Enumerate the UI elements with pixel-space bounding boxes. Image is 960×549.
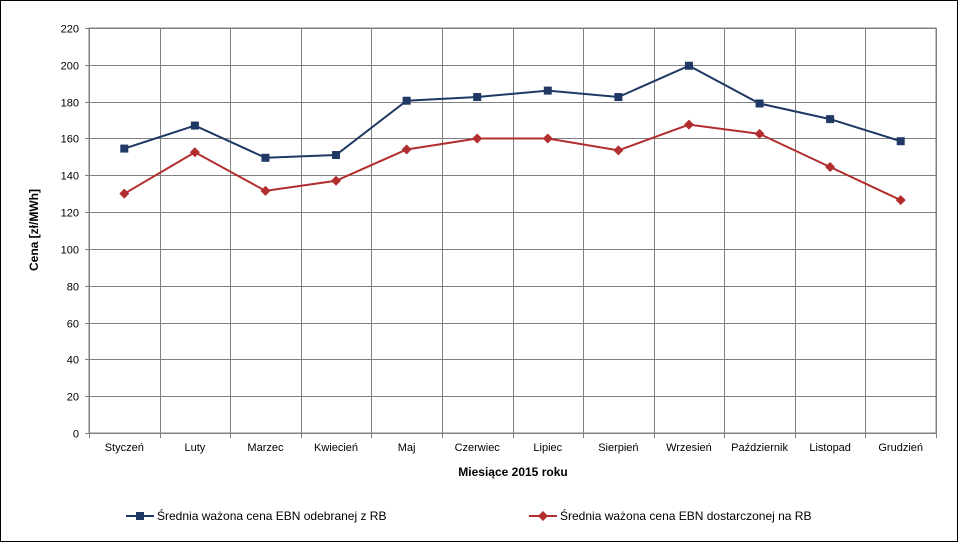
x-tick-label: Lipiec	[533, 442, 562, 454]
data-point-diamond	[401, 144, 412, 155]
data-point-diamond	[895, 195, 906, 206]
data-point-diamond	[542, 133, 553, 144]
legend: Średnia ważona cena EBN odebranej z RB Śr…	[126, 508, 811, 523]
series-2	[119, 119, 906, 206]
x-tick-label: Grudzień	[878, 442, 923, 454]
y-tick-label: 180	[61, 98, 79, 110]
y-tick-label: 0	[73, 429, 79, 441]
data-point-diamond	[683, 119, 694, 130]
x-tick-label: Maj	[398, 442, 416, 454]
legend-item-2: Średnia ważona cena EBN dostarczonej na …	[529, 508, 811, 523]
y-tick-label: 20	[67, 392, 79, 404]
data-point-diamond	[754, 128, 765, 139]
plot-area	[88, 27, 937, 434]
x-axis-ticks: Styczeń Luty Marzec Kwiecień Maj Czerwiec Lipi…	[105, 442, 923, 454]
y-axis-title: Cena [zł/MWh]	[27, 189, 41, 271]
x-tick-label: Marzec	[247, 442, 284, 454]
x-axis-title: Miesiące 2015 roku	[458, 465, 567, 479]
x-tick-label: Kwiecień	[314, 442, 358, 454]
y-tick-label: 80	[67, 282, 79, 294]
y-tick-label: 40	[67, 355, 79, 367]
data-point-square	[614, 93, 623, 102]
data-point-square	[896, 137, 905, 146]
y-tick-label: 140	[61, 171, 79, 183]
data-point-square	[332, 151, 341, 160]
data-point-diamond	[189, 147, 200, 158]
y-tick-label: 220	[61, 24, 79, 36]
y-tick-label: 120	[61, 208, 79, 220]
data-point-square	[402, 96, 411, 105]
x-tick-label: Listopad	[809, 442, 851, 454]
data-point-square	[543, 86, 552, 95]
legend-label: Średnia ważona cena EBN dostarczonej na …	[560, 508, 811, 523]
x-tick-label: Czerwiec	[455, 442, 501, 454]
data-point-square	[473, 93, 482, 102]
data-point-diamond	[331, 175, 342, 186]
series-line	[123, 123, 902, 202]
series-1	[120, 61, 905, 162]
data-point-square	[261, 153, 270, 162]
data-point-square	[190, 121, 199, 130]
y-tick-label: 160	[61, 134, 79, 146]
y-tick-label: 200	[61, 61, 79, 73]
y-axis-ticks: 0 20 40 60 80 100 120 140 160 180 200 220	[61, 24, 89, 441]
x-tick-label: Wrzesień	[666, 442, 712, 454]
data-point-diamond	[119, 188, 130, 199]
series-line	[123, 64, 901, 159]
data-point-square	[755, 99, 764, 108]
legend-label: Średnia ważona cena EBN odebranej z RB	[157, 508, 386, 523]
data-point-square	[826, 115, 835, 124]
grid	[88, 27, 937, 438]
x-tick-label: Styczeń	[105, 442, 144, 454]
data-point-diamond	[613, 145, 624, 156]
data-point-diamond	[260, 185, 271, 196]
y-tick-label: 100	[61, 245, 79, 257]
y-tick-label: 60	[67, 319, 79, 331]
legend-item-1: Średnia ważona cena EBN odebranej z RB	[126, 508, 386, 523]
data-point-square	[120, 144, 129, 153]
data-point-square	[684, 61, 693, 70]
legend-marker-square	[136, 512, 144, 520]
series-layer	[119, 61, 906, 206]
x-tick-label: Luty	[184, 442, 205, 454]
legend-marker-diamond	[538, 511, 548, 521]
data-point-diamond	[472, 133, 483, 144]
data-point-diamond	[825, 161, 836, 172]
x-tick-label: Październik	[731, 442, 788, 454]
x-tick-label: Sierpień	[598, 442, 638, 454]
